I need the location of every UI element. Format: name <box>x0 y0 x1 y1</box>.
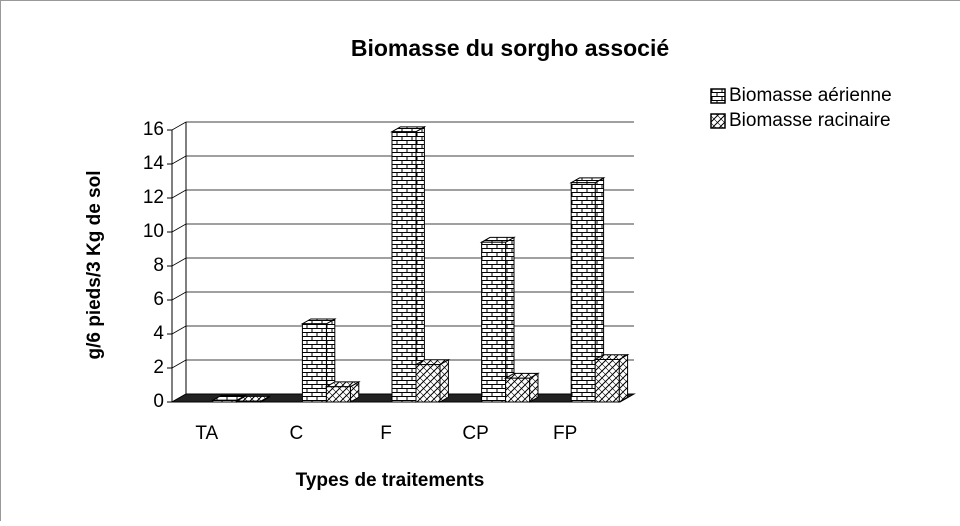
bar <box>302 324 326 402</box>
y-tick-label: 14 <box>143 153 165 174</box>
bar <box>326 387 350 402</box>
bar-side <box>440 360 448 402</box>
x-tick-label: FP <box>553 423 577 444</box>
grid-line-side <box>172 258 186 266</box>
y-tick-label: 12 <box>143 187 164 208</box>
legend-swatch <box>711 89 725 103</box>
grid-line-side <box>172 122 186 130</box>
y-tick-label: 16 <box>143 119 164 140</box>
y-tick-label: 4 <box>153 323 164 344</box>
bar <box>595 360 619 403</box>
x-axis-title: Types de traitements <box>296 470 485 491</box>
bar <box>237 401 261 402</box>
x-tick-label: C <box>290 423 304 444</box>
bar <box>482 242 506 402</box>
bar <box>506 378 530 402</box>
grid-line-side <box>172 326 186 334</box>
chart-title: Biomasse du sorgho associé <box>351 35 669 61</box>
bar <box>416 365 440 402</box>
bar <box>392 132 416 402</box>
legend-label: Biomasse racinaire <box>729 110 891 131</box>
y-tick-label: 8 <box>153 255 164 276</box>
y-tick-label: 10 <box>143 221 164 242</box>
bar <box>213 400 237 402</box>
grid-line-side <box>172 224 186 232</box>
legend-label: Biomasse aérienne <box>729 85 892 106</box>
bar <box>571 183 595 402</box>
x-tick-label: CP <box>462 423 488 444</box>
x-tick-label: TA <box>195 423 218 444</box>
grid-line-side <box>172 292 186 300</box>
grid-line-side <box>172 190 186 198</box>
grid-line-side <box>172 156 186 164</box>
y-tick-label: 0 <box>153 391 164 412</box>
bar-side <box>619 355 627 402</box>
y-tick-label: 6 <box>153 289 164 310</box>
grid-line-side <box>172 360 186 368</box>
y-tick-label: 2 <box>153 357 164 378</box>
x-tick-label: F <box>380 423 392 444</box>
y-axis-title: g/6 pieds/3 Kg de sol <box>84 150 106 380</box>
legend-swatch <box>711 114 725 128</box>
